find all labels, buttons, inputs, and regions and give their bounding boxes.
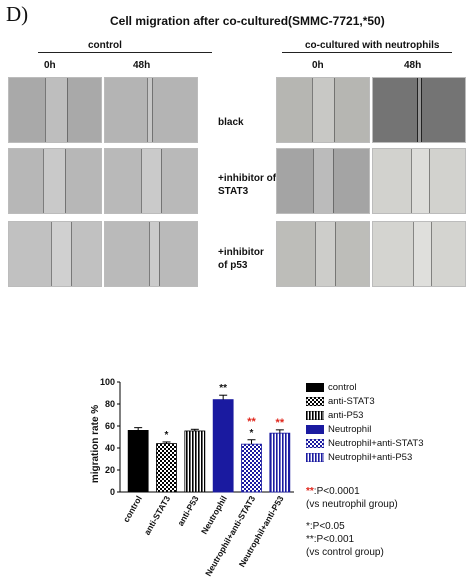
bar-control bbox=[127, 430, 149, 493]
note-black-p001: **:P<0.001 bbox=[306, 534, 355, 545]
row-label-line: STAT3 bbox=[218, 186, 249, 197]
note-black-comparison: (vs control group) bbox=[306, 547, 384, 558]
x-tick-label: anti-STAT3 bbox=[142, 494, 173, 537]
micrograph-neutrophil-0h-p53 bbox=[276, 221, 370, 287]
note-red-comparison: (vs neutrophil group) bbox=[306, 499, 398, 510]
legend-swatch-neutrophil-anti-stat3 bbox=[306, 439, 324, 448]
y-tick-label: 0 bbox=[110, 487, 115, 497]
significance-black: * bbox=[250, 428, 254, 439]
legend-label: Neutrophil+anti-P53 bbox=[328, 452, 413, 463]
legend-swatch-control bbox=[306, 383, 324, 392]
legend-label: Neutrophil bbox=[328, 424, 372, 435]
time-label-control-48h: 48h bbox=[133, 60, 151, 71]
row-label-p53: +inhibitor of p53 bbox=[218, 246, 264, 272]
figure-title: Cell migration after co-cultured(SMMC-77… bbox=[110, 14, 385, 28]
time-label-neutrophil-0h: 0h bbox=[312, 60, 324, 71]
legend-swatch-neutrophil-anti-p53 bbox=[306, 453, 324, 462]
micrograph-control-48h-black bbox=[104, 77, 198, 143]
significance-red: ** bbox=[247, 416, 256, 428]
micrograph-control-0h-stat3 bbox=[8, 148, 102, 214]
significance-red: ** bbox=[276, 417, 285, 429]
note-black-p05: *:P<0.05 bbox=[306, 521, 345, 532]
row-label-line: of p53 bbox=[218, 260, 248, 271]
micrograph-neutrophil-48h-stat3 bbox=[372, 148, 466, 214]
micrograph-neutrophil-48h-p53 bbox=[372, 221, 466, 287]
legend-label: anti-STAT3 bbox=[328, 396, 375, 407]
y-tick-label: 40 bbox=[105, 443, 115, 453]
row-label-line: +inhibitor of bbox=[218, 173, 277, 184]
y-axis-label: migration rate % bbox=[90, 405, 101, 483]
group-underline-neutrophils bbox=[282, 52, 452, 53]
x-tick-label: anti-P53 bbox=[175, 494, 200, 528]
y-tick-label: 20 bbox=[105, 465, 115, 475]
significance-black: ** bbox=[219, 383, 227, 394]
y-tick-label: 80 bbox=[105, 399, 115, 409]
bar-neutrophil bbox=[212, 399, 234, 493]
row-label-stat3: +inhibitor of STAT3 bbox=[218, 172, 276, 198]
x-tick-label: Neutrophil+anti-STAT3 bbox=[203, 494, 257, 578]
note-red-significance: **:P<0.0001 bbox=[306, 485, 360, 498]
micrograph-control-0h-black bbox=[8, 77, 102, 143]
time-label-neutrophil-48h: 48h bbox=[404, 60, 422, 71]
y-tick-label: 60 bbox=[105, 421, 115, 431]
red-note-text: :P<0.0001 bbox=[313, 486, 360, 497]
bar-neutrophil-anti-p53 bbox=[269, 432, 291, 493]
row-label-black: black bbox=[218, 116, 244, 129]
legend-label: Neutrophil+anti-STAT3 bbox=[328, 438, 424, 449]
micrograph-control-0h-p53 bbox=[8, 221, 102, 287]
legend-swatch-neutrophil bbox=[306, 425, 324, 434]
bar-anti-p53 bbox=[184, 430, 206, 493]
group-label-neutrophils: co-cultured with neutrophils bbox=[305, 40, 440, 51]
time-label-control-0h: 0h bbox=[44, 60, 56, 71]
group-underline-control bbox=[38, 52, 212, 53]
row-label-line: +inhibitor bbox=[218, 247, 264, 258]
legend-label: anti-P53 bbox=[328, 410, 364, 421]
legend-swatch-anti-stat3 bbox=[306, 397, 324, 406]
micrograph-neutrophil-0h-black bbox=[276, 77, 370, 143]
micrograph-neutrophil-48h-black bbox=[372, 77, 466, 143]
micrograph-control-48h-p53 bbox=[104, 221, 198, 287]
micrograph-neutrophil-0h-stat3 bbox=[276, 148, 370, 214]
group-label-control: control bbox=[88, 40, 122, 51]
legend-swatch-anti-p53 bbox=[306, 411, 324, 420]
bar-neutrophil-anti-stat3 bbox=[241, 443, 262, 493]
row-label-line: black bbox=[218, 117, 244, 128]
significance-black: * bbox=[165, 430, 169, 441]
y-tick-label: 100 bbox=[100, 377, 115, 387]
x-tick-label: Neutrophil bbox=[199, 494, 229, 536]
legend-label: control bbox=[328, 382, 357, 393]
red-marker: ** bbox=[306, 486, 314, 497]
bar-anti-stat3 bbox=[156, 443, 177, 493]
panel-letter: D) bbox=[6, 2, 29, 26]
x-tick-label: control bbox=[121, 494, 144, 524]
micrograph-control-48h-stat3 bbox=[104, 148, 198, 214]
